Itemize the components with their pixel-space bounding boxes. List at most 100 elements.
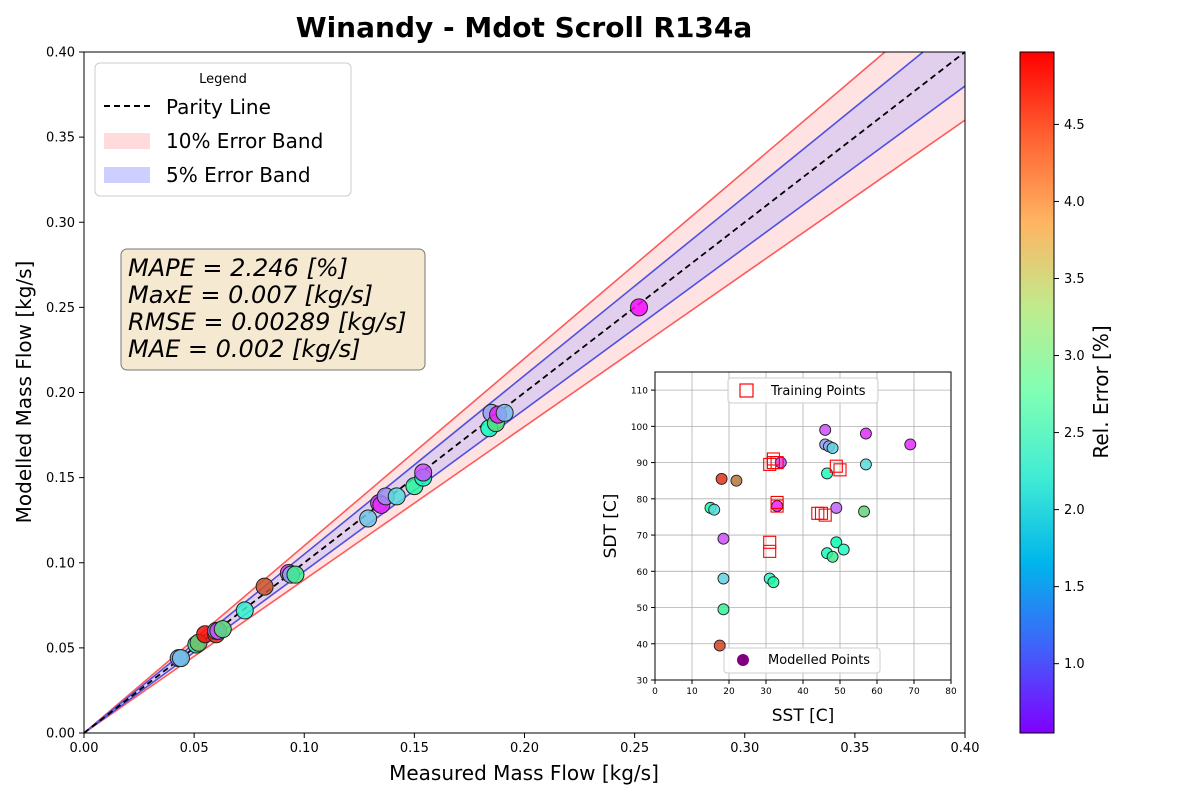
x-tick-label: 0.25 <box>620 741 649 756</box>
x-tick-label: 0.10 <box>290 741 319 756</box>
colorbar-label: Rel. Error [%] <box>1089 325 1113 458</box>
legend-box <box>94 62 352 197</box>
colorbar-tick-label: 1.5 <box>1064 580 1085 595</box>
inset-y-tick-label: 50 <box>637 604 649 614</box>
y-tick-label: 0.25 <box>46 301 75 316</box>
x-tick-label: 0.05 <box>180 741 209 756</box>
x-tick-label: 0.20 <box>510 741 539 756</box>
data-point <box>286 565 305 584</box>
colorbar-tick-label: 1.0 <box>1064 657 1085 672</box>
inset-x-tick-label: 0 <box>652 687 658 697</box>
training-point <box>763 457 777 471</box>
legend-item-5-band: 5% Error Band <box>166 163 311 187</box>
inset-legend-training-label: Training Points <box>770 384 866 399</box>
modelled-point <box>717 572 730 585</box>
parity-line <box>83 51 966 734</box>
band-5-percent-upper-edge <box>83 51 924 734</box>
y-axis-label: Modelled Mass Flow [kg/s] <box>12 261 36 524</box>
metrics-box-background <box>120 248 426 371</box>
modelled-point <box>767 576 780 589</box>
x-tick-label: 0.15 <box>400 741 429 756</box>
modelled-point <box>717 532 730 545</box>
legend-swatch-5-band <box>104 167 150 183</box>
modelled-point <box>715 472 728 485</box>
modelled-point <box>713 639 726 652</box>
modelled-point <box>821 467 833 480</box>
inset-y-tick-label: 30 <box>637 677 649 687</box>
colorbar-gradient <box>1019 51 1055 734</box>
modelled-point <box>730 474 743 487</box>
metric-mape: MAPE = 2.246 [%] <box>128 254 348 282</box>
main-x-ticks: 0.00 0.05 0.10 0.15 0.20 0.25 0.30 0.35 0.40 <box>70 733 979 756</box>
inset-legend-box-training <box>727 377 879 404</box>
inset-scatter-points <box>704 424 917 652</box>
inset-y-tick-label: 100 <box>631 423 648 433</box>
modelled-point <box>771 500 784 513</box>
colorbar-tick-label: 4.5 <box>1064 118 1085 133</box>
inset-legend-swatch-modelled <box>737 654 749 666</box>
inset-x-tick-label: 50 <box>834 687 846 697</box>
inset-y-tick-label: 40 <box>637 640 649 650</box>
inset-x-tick-label: 20 <box>723 687 735 697</box>
modelled-point <box>837 543 850 556</box>
y-tick-label: 0.00 <box>46 727 75 742</box>
inset-y-axis-label: SDT [C] <box>601 494 621 559</box>
training-point <box>833 463 847 477</box>
y-tick-label: 0.30 <box>46 216 75 231</box>
data-point <box>387 487 406 506</box>
modelled-point <box>830 536 843 549</box>
inset-x-tick-label: 10 <box>686 687 698 697</box>
modelled-point <box>774 456 787 469</box>
training-point <box>766 452 780 466</box>
modelled-point <box>859 427 872 440</box>
x-tick-label: 0.00 <box>70 741 99 756</box>
inset-x-tick-label: 60 <box>871 687 883 697</box>
data-point <box>213 620 232 639</box>
y-tick-label: 0.15 <box>46 471 75 486</box>
data-point <box>495 403 514 422</box>
inset-chart: 0 10 20 30 40 50 60 70 80 30 40 50 60 70 80 90 100 110 S… <box>601 371 957 726</box>
inset-y-ticks: 30 40 50 60 70 80 90 100 110 <box>631 387 655 687</box>
y-tick-label: 0.40 <box>46 46 75 61</box>
inset-y-tick-label: 80 <box>637 495 649 505</box>
legend-item-parity: Parity Line <box>166 95 271 119</box>
modelled-point <box>708 503 721 516</box>
inset-y-tick-label: 60 <box>637 568 649 578</box>
modelled-point <box>826 550 839 563</box>
band-10-percent-upper-edge <box>83 51 886 734</box>
training-point <box>770 456 784 470</box>
modelled-point <box>859 458 872 471</box>
data-point <box>414 463 433 482</box>
y-tick-label: 0.20 <box>46 386 75 401</box>
modelled-point <box>858 505 870 518</box>
training-point <box>818 508 832 522</box>
inset-x-axis-label: SST [C] <box>772 706 835 726</box>
colorbar-ticks: 1.0 1.5 2.0 2.5 3.0 3.5 4.0 4.5 <box>1054 118 1085 672</box>
metrics-box: MAPE = 2.246 [%] MaxE = 0.007 [kg/s] RMS… <box>120 248 426 371</box>
inset-x-tick-label: 40 <box>797 687 809 697</box>
legend-title: Legend <box>199 72 247 87</box>
data-point <box>255 577 274 596</box>
training-point <box>763 535 777 549</box>
legend-item-10-band: 10% Error Band <box>166 129 323 153</box>
data-point <box>235 601 254 620</box>
inset-x-tick-label: 80 <box>945 687 957 697</box>
inset-y-tick-label: 70 <box>637 532 649 542</box>
x-tick-label: 0.35 <box>840 741 869 756</box>
colorbar-tick-label: 2.5 <box>1064 426 1085 441</box>
y-tick-label: 0.05 <box>46 641 75 656</box>
data-point <box>171 649 190 668</box>
inset-legend-swatch-training <box>739 383 754 398</box>
modelled-point <box>819 424 832 436</box>
inset-legend-box-modelled <box>723 647 881 674</box>
x-tick-label: 0.30 <box>730 741 759 756</box>
legend-swatch-10-band <box>104 133 150 149</box>
main-legend: Legend Parity Line 10% Error Band 5% Err… <box>94 62 352 197</box>
training-point <box>829 459 843 473</box>
metric-mae: MAE = 0.002 [kg/s] <box>128 335 360 363</box>
colorbar-tick-label: 2.0 <box>1064 503 1085 518</box>
chart-title: Winandy - Mdot Scroll R134a <box>296 11 753 44</box>
colorbar-tick-label: 3.0 <box>1064 349 1085 364</box>
modelled-point <box>830 501 843 514</box>
